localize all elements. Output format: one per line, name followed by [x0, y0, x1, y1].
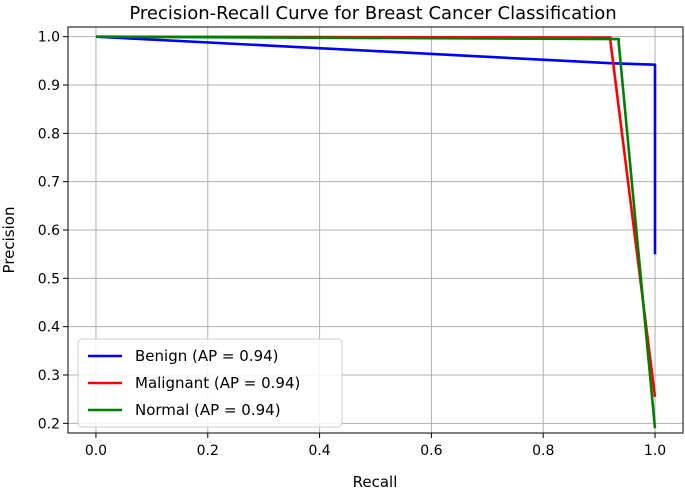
x-tick-label: 0.2: [197, 443, 219, 459]
y-tick-label: 0.5: [38, 271, 60, 287]
axis-ticks: 0.0 0.2 0.4 0.6 0.8 1.0 0.2 0.3 0.4 0.5 0.6 0.7 0.8 0…: [38, 30, 666, 459]
chart-title: Precision-Recall Curve for Breast Cancer…: [129, 3, 616, 24]
legend-label: Benign (AP = 0.94): [135, 347, 279, 365]
y-tick-label: 1.0: [38, 30, 60, 46]
y-tick-label: 0.8: [38, 126, 60, 142]
y-tick-label: 0.4: [38, 320, 60, 336]
x-tick-label: 0.0: [85, 443, 107, 459]
series-lines: [95, 35, 657, 429]
x-tick-label: 1.0: [644, 443, 666, 459]
x-tick-label: 0.4: [308, 443, 330, 459]
y-tick-label: 0.7: [38, 175, 60, 191]
x-tick-label: 0.8: [532, 443, 554, 459]
y-tick-label: 0.6: [38, 223, 60, 239]
y-tick-label: 0.2: [38, 416, 60, 432]
y-axis-title: Precision: [0, 207, 18, 274]
legend-box: [77, 338, 343, 428]
legend-label: Normal (AP = 0.94): [135, 401, 281, 419]
y-tick-label: 0.3: [38, 368, 60, 384]
x-tick-label: 0.6: [420, 443, 442, 459]
legend: Benign (AP = 0.94) Malignant (AP = 0.94) N…: [77, 338, 343, 428]
y-tick-label: 0.9: [38, 78, 60, 94]
series-line-3: [95, 35, 657, 429]
series-line-1: [95, 35, 657, 255]
x-axis-title: Recall: [353, 473, 398, 490]
legend-label: Malignant (AP = 0.94): [135, 374, 300, 392]
